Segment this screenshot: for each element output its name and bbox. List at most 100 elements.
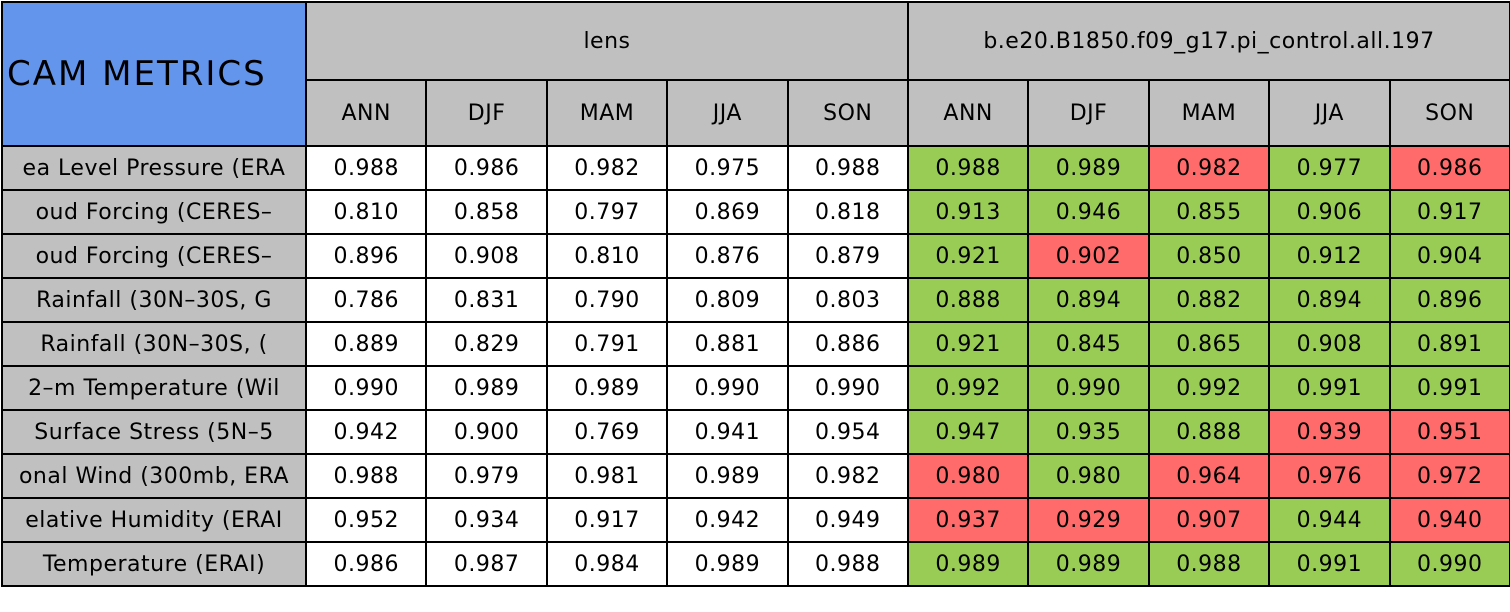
- metric-value: 0.992: [906, 365, 1030, 411]
- metric-value: 0.908: [425, 233, 548, 279]
- metric-value: 0.845: [1027, 321, 1150, 367]
- metric-value: 0.984: [545, 541, 669, 587]
- metric-value: 0.906: [1268, 189, 1391, 235]
- metric-value: 0.818: [786, 189, 909, 235]
- metric-value: 0.896: [304, 233, 428, 279]
- metric-value: 0.855: [1147, 189, 1271, 235]
- metric-value: 0.954: [786, 409, 909, 455]
- metric-value: 0.952: [304, 497, 428, 543]
- table-row: oud Forcing (CERES– 0.810 0.858 0.797 0.869 0…: [1, 189, 1510, 235]
- table-row: oud Forcing (CERES– 0.896 0.908 0.810 0.876 0…: [1, 233, 1510, 279]
- season-header: MAM: [545, 79, 669, 147]
- metric-value: 0.988: [1147, 541, 1271, 587]
- metric-value: 0.989: [666, 541, 789, 587]
- metric-value: 0.981: [545, 453, 669, 499]
- metric-value: 0.949: [786, 497, 909, 543]
- metric-label: Rainfall (30N–30S, G: [1, 277, 307, 323]
- metric-value: 0.907: [1147, 497, 1271, 543]
- table-row: Rainfall (30N–30S, (0.889 0.829 0.791 0.881…: [1, 321, 1510, 367]
- table-row: onal Wind (300mb, ERA 0.988 0.979 0.981 0.98…: [1, 453, 1510, 499]
- metric-value: 0.992: [1147, 365, 1271, 411]
- metric-value: 0.891: [1388, 321, 1510, 367]
- metric-label: onal Wind (300mb, ERA: [1, 453, 307, 499]
- metric-value: 0.937: [906, 497, 1030, 543]
- metric-value: 0.986: [1388, 145, 1510, 191]
- metric-value: 0.979: [425, 453, 548, 499]
- metric-value: 0.791: [545, 321, 669, 367]
- metric-value: 0.803: [786, 277, 909, 323]
- metric-value: 0.900: [425, 409, 548, 455]
- metric-value: 0.876: [666, 233, 789, 279]
- metric-value: 0.990: [1027, 365, 1150, 411]
- metric-label: Surface Stress (5N–5: [1, 409, 307, 455]
- metric-value: 0.982: [545, 145, 669, 191]
- metric-label: Rainfall (30N–30S, (: [1, 321, 307, 367]
- metric-value: 0.986: [425, 145, 548, 191]
- metric-value: 0.986: [304, 541, 428, 587]
- season-header: JJA: [1268, 79, 1391, 147]
- season-header: DJF: [1027, 79, 1150, 147]
- season-header: SON: [786, 79, 909, 147]
- table-row: ea Level Pressure (ERA 0.988 0.986 0.982 0.9…: [1, 145, 1510, 191]
- metric-value: 0.902: [1027, 233, 1150, 279]
- metric-value: 0.929: [1027, 497, 1150, 543]
- metric-value: 0.964: [1147, 453, 1271, 499]
- metric-value: 0.912: [1268, 233, 1391, 279]
- metric-value: 0.858: [425, 189, 548, 235]
- metric-value: 0.989: [1027, 541, 1150, 587]
- metric-value: 0.850: [1147, 233, 1271, 279]
- metric-value: 0.917: [1388, 189, 1510, 235]
- metrics-table: CAM METRICS lens b.e20.B1850.f09_g17.pi_co…: [1, 1, 1510, 587]
- metric-value: 0.790: [545, 277, 669, 323]
- metric-value: 0.988: [786, 541, 909, 587]
- metric-value: 0.989: [425, 365, 548, 411]
- metric-label: Temperature (ERAI): [1, 541, 307, 587]
- metric-value: 0.990: [304, 365, 428, 411]
- metric-label: elative Humidity (ERAI: [1, 497, 307, 543]
- metric-value: 0.934: [425, 497, 548, 543]
- metric-value: 0.913: [906, 189, 1030, 235]
- metric-value: 0.908: [1268, 321, 1391, 367]
- metric-value: 0.990: [786, 365, 909, 411]
- metric-value: 0.888: [1147, 409, 1271, 455]
- metric-value: 0.904: [1388, 233, 1510, 279]
- metric-value: 0.942: [666, 497, 789, 543]
- metric-value: 0.894: [1268, 277, 1391, 323]
- metric-value: 0.917: [545, 497, 669, 543]
- metric-value: 0.942: [304, 409, 428, 455]
- metric-label: oud Forcing (CERES–: [1, 233, 307, 279]
- metric-value: 0.882: [1147, 277, 1271, 323]
- metric-value: 0.769: [545, 409, 669, 455]
- metric-value: 0.989: [1027, 145, 1150, 191]
- metric-label: ea Level Pressure (ERA: [1, 145, 307, 191]
- metric-value: 0.990: [666, 365, 789, 411]
- metric-value: 0.988: [786, 145, 909, 191]
- metric-value: 0.881: [666, 321, 789, 367]
- metric-value: 0.990: [1388, 541, 1510, 587]
- metric-value: 0.886: [786, 321, 909, 367]
- season-header: SON: [1388, 79, 1510, 147]
- metric-value: 0.989: [906, 541, 1030, 587]
- table-row: ANN DJF MAM JJA SON ANN DJF MAM JJA SON: [2, 79, 1510, 147]
- group-header: b.e20.B1850.f09_g17.pi_control.all.197: [906, 1, 1510, 81]
- season-header: JJA: [666, 79, 789, 147]
- metric-value: 0.829: [425, 321, 548, 367]
- table-row: Temperature (ERAI) 0.986 0.987 0.984 0.989 0.…: [1, 541, 1510, 587]
- metric-value: 0.809: [666, 277, 789, 323]
- table-title: CAM METRICS: [1, 1, 307, 147]
- metric-value: 0.946: [1027, 189, 1150, 235]
- metric-value: 0.869: [666, 189, 789, 235]
- metric-value: 0.894: [1027, 277, 1150, 323]
- metric-value: 0.988: [304, 145, 428, 191]
- table-row: Rainfall (30N–30S, G 0.786 0.831 0.790 0.809…: [1, 277, 1510, 323]
- metric-value: 0.888: [906, 277, 1030, 323]
- metric-value: 0.976: [1268, 453, 1391, 499]
- metric-value: 0.980: [906, 453, 1030, 499]
- season-header: MAM: [1147, 79, 1271, 147]
- metric-value: 0.940: [1388, 497, 1510, 543]
- metric-value: 0.879: [786, 233, 909, 279]
- metric-value: 0.977: [1268, 145, 1391, 191]
- metric-value: 0.947: [906, 409, 1030, 455]
- metric-value: 0.987: [425, 541, 548, 587]
